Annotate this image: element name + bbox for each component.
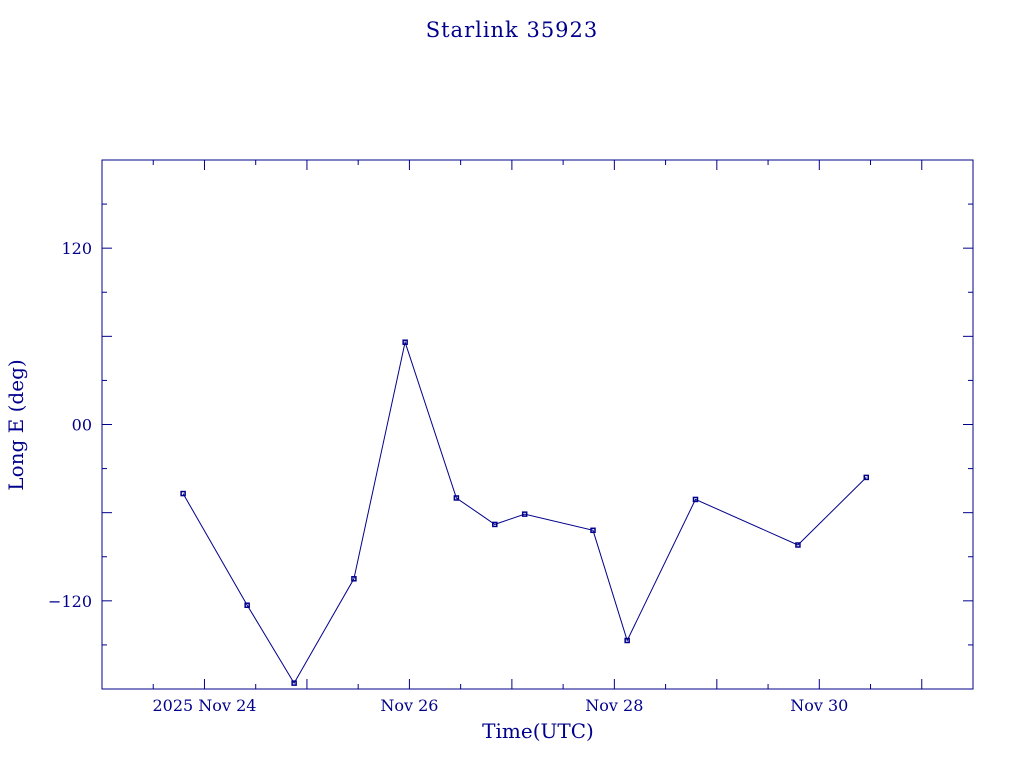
- chart-title: Starlink 35923: [426, 18, 599, 42]
- data-points: [180, 339, 870, 686]
- y-tick-labels: 120 00 −120: [48, 239, 92, 611]
- plot-frame: [101, 159, 974, 690]
- data-point: [244, 602, 250, 608]
- x-axis-label: Time(UTC): [482, 719, 594, 743]
- y-tick-label: 00: [72, 416, 92, 435]
- series-line: [182, 340, 867, 685]
- x-tick-labels: 2025 Nov 24 Nov 26 Nov 28 Nov 30: [153, 696, 849, 715]
- x-tick-label: 2025 Nov 24: [153, 696, 257, 715]
- axis-ticks: [101, 160, 974, 689]
- data-point: [590, 527, 596, 534]
- data-point: [521, 511, 528, 517]
- x-tick-label: Nov 28: [585, 696, 643, 715]
- data-point: [351, 576, 357, 582]
- data-point: [402, 339, 408, 345]
- y-tick-label: 120: [61, 239, 92, 258]
- data-point: [863, 474, 870, 481]
- y-tick-label: −120: [48, 592, 92, 611]
- data-point: [180, 490, 186, 497]
- data-point: [795, 542, 801, 548]
- y-axis-label: Long E (deg): [4, 359, 28, 490]
- data-point: [692, 496, 699, 503]
- data-point: [492, 521, 498, 528]
- x-tick-label: Nov 26: [380, 696, 438, 715]
- data-point: [291, 680, 297, 686]
- data-point: [453, 495, 460, 501]
- x-tick-label: Nov 30: [790, 696, 848, 715]
- data-point: [624, 637, 630, 644]
